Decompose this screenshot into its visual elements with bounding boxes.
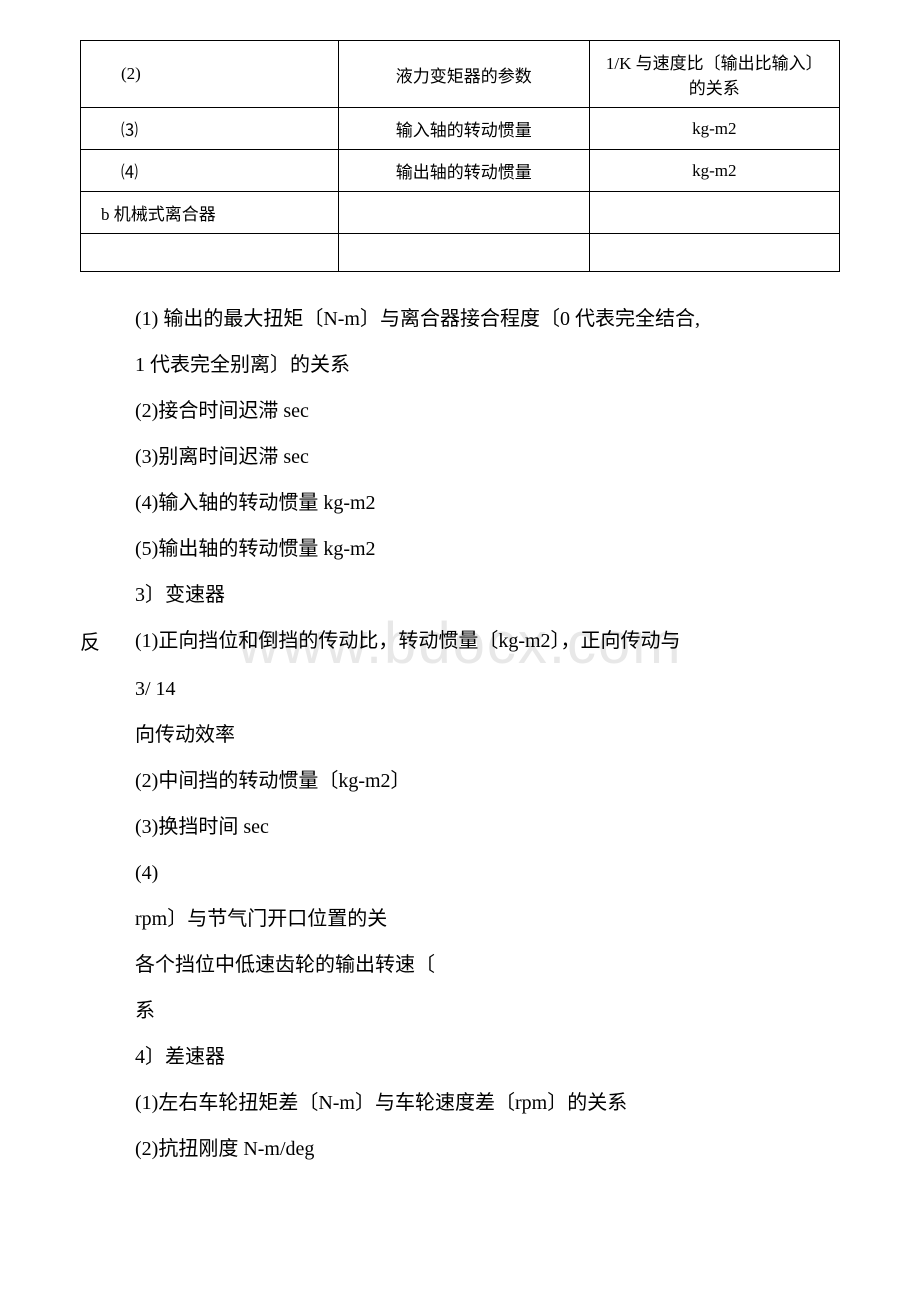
cell-r4c1: b 机械式离合器 bbox=[81, 192, 339, 234]
body-text: (1) 输出的最大扭矩〔N-m〕与离合器接合程度〔0 代表完全结合, bbox=[135, 297, 840, 341]
document-body: (1) 输出的最大扭矩〔N-m〕与离合器接合程度〔0 代表完全结合, 1 代表完… bbox=[80, 297, 840, 1171]
parameters-table: (2) 液力变矩器的参数 1/K 与速度比〔输出比输入〕的关系 ⑶ 输入轴的转动… bbox=[80, 40, 840, 272]
cell-r2c2: 输入轴的转动惯量 bbox=[339, 108, 589, 150]
cell-r5c2 bbox=[339, 234, 589, 272]
table-row: ⑶ 输入轴的转动惯量 kg-m2 bbox=[81, 108, 840, 150]
cell-r5c3 bbox=[589, 234, 839, 272]
body-text: (3)别离时间迟滞 sec bbox=[135, 435, 840, 479]
body-text: (4)输入轴的转动惯量 kg-m2 bbox=[135, 481, 840, 525]
cell-r1c1: (2) bbox=[81, 41, 339, 108]
cell-r1c2: 液力变矩器的参数 bbox=[339, 41, 589, 108]
body-text: (3)换挡时间 sec bbox=[135, 805, 840, 849]
body-text: (2)中间挡的转动惯量〔kg-m2〕 bbox=[135, 759, 840, 803]
body-text: 3〕变速器 bbox=[135, 573, 840, 617]
body-text: 3/ 14 bbox=[135, 667, 840, 711]
cell-r3c1: ⑷ bbox=[81, 150, 339, 192]
body-text: (1)左右车轮扭矩差〔N-m〕与车轮速度差〔rpm〕的关系 bbox=[135, 1081, 840, 1125]
body-text: 向传动效率 bbox=[135, 713, 840, 757]
table-row: b 机械式离合器 bbox=[81, 192, 840, 234]
body-text: 各个挡位中低速齿轮的输出转速〔 bbox=[135, 943, 840, 987]
body-text: 4〕差速器 bbox=[135, 1035, 840, 1079]
body-text: 系 bbox=[135, 989, 840, 1033]
cell-r4c2 bbox=[339, 192, 589, 234]
table-row: ⑷ 输出轴的转动惯量 kg-m2 bbox=[81, 150, 840, 192]
body-text: (2)抗扭刚度 N-m/deg bbox=[135, 1127, 840, 1171]
cell-r2c3: kg-m2 bbox=[589, 108, 839, 150]
cell-r1c3: 1/K 与速度比〔输出比输入〕的关系 bbox=[589, 41, 839, 108]
body-text: (5)输出轴的转动惯量 kg-m2 bbox=[135, 527, 840, 571]
body-text: (2)接合时间迟滞 sec bbox=[135, 389, 840, 433]
cell-r3c2: 输出轴的转动惯量 bbox=[339, 150, 589, 192]
cell-r2c1: ⑶ bbox=[81, 108, 339, 150]
body-text: rpm〕与节气门开口位置的关 bbox=[135, 897, 840, 941]
table-row bbox=[81, 234, 840, 272]
cell-r5c1 bbox=[81, 234, 339, 272]
body-text: (4) bbox=[135, 851, 840, 895]
body-text: 1 代表完全别离〕的关系 bbox=[135, 343, 840, 387]
cell-r3c3: kg-m2 bbox=[589, 150, 839, 192]
cell-r4c3 bbox=[589, 192, 839, 234]
table-row: (2) 液力变矩器的参数 1/K 与速度比〔输出比输入〕的关系 bbox=[81, 41, 840, 108]
